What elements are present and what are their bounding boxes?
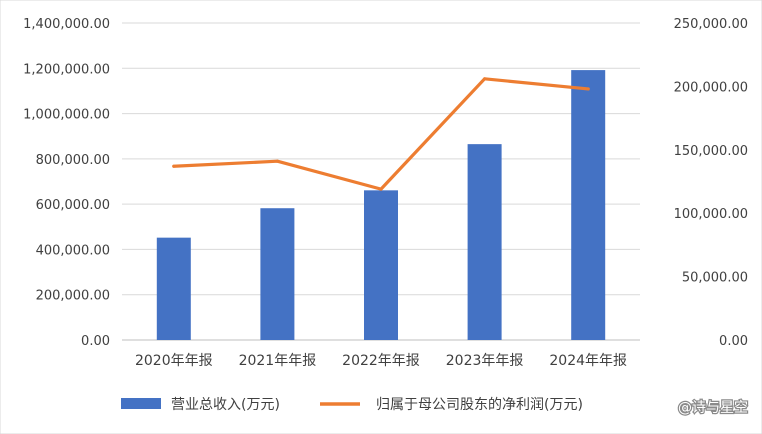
bar bbox=[156, 237, 191, 340]
x-axis-labels: 2020年年报 2021年年报 2022年年报 2023年年报 2024年年报 bbox=[135, 353, 627, 369]
right-axis-ticks: 0.00 50,000.00 100,000.00 150,000.00 200,000… bbox=[674, 17, 748, 349]
left-axis-ticks: 0.00 200,000.00 400,000.00 600,000.00 800,00… bbox=[23, 17, 110, 349]
left-axis-tick-label: 1,200,000.00 bbox=[23, 62, 110, 77]
left-axis-tick-label: 1,400,000.00 bbox=[23, 17, 110, 32]
bar bbox=[260, 208, 295, 340]
line-point bbox=[379, 187, 383, 191]
left-axis-tick-label: 400,000.00 bbox=[36, 243, 110, 258]
line-point bbox=[483, 77, 487, 81]
legend: 营业总收入(万元) 归属于母公司股东的净利润(万元) bbox=[121, 396, 583, 413]
line-point bbox=[275, 159, 279, 163]
right-axis-tick-label: 100,000.00 bbox=[674, 207, 748, 222]
line-point bbox=[586, 87, 590, 91]
bar bbox=[467, 144, 502, 340]
left-axis-tick-label: 0.00 bbox=[81, 334, 110, 349]
line-series bbox=[172, 77, 590, 191]
x-axis-category-label: 2022年年报 bbox=[342, 353, 420, 369]
bar bbox=[364, 190, 398, 340]
x-axis-category-label: 2024年年报 bbox=[549, 353, 627, 369]
bar bbox=[571, 70, 606, 341]
legend-label-bar: 营业总收入(万元) bbox=[171, 397, 280, 413]
right-axis-tick-label: 150,000.00 bbox=[674, 144, 748, 159]
left-axis-tick-label: 800,000.00 bbox=[36, 153, 110, 168]
right-axis-tick-label: 50,000.00 bbox=[682, 271, 748, 286]
watermark: @诗与星空 bbox=[677, 399, 749, 417]
right-axis-tick-label: 200,000.00 bbox=[674, 80, 748, 95]
legend-swatch-bar bbox=[121, 398, 161, 409]
right-axis-tick-label: 250,000.00 bbox=[674, 17, 748, 32]
x-axis-category-label: 2023年年报 bbox=[446, 353, 524, 369]
left-axis-tick-label: 1,000,000.00 bbox=[23, 108, 110, 123]
line-point bbox=[172, 164, 176, 168]
right-axis-tick-label: 0.00 bbox=[719, 334, 748, 349]
x-axis-category-label: 2021年年报 bbox=[239, 353, 317, 369]
left-axis-tick-label: 600,000.00 bbox=[36, 198, 110, 213]
legend-label-line: 归属于母公司股东的净利润(万元) bbox=[376, 396, 583, 413]
bar-series bbox=[156, 70, 606, 341]
watermark-text: @诗与星空 bbox=[678, 400, 748, 416]
left-axis-tick-label: 200,000.00 bbox=[36, 289, 110, 304]
x-axis-category-label: 2020年年报 bbox=[135, 353, 213, 369]
